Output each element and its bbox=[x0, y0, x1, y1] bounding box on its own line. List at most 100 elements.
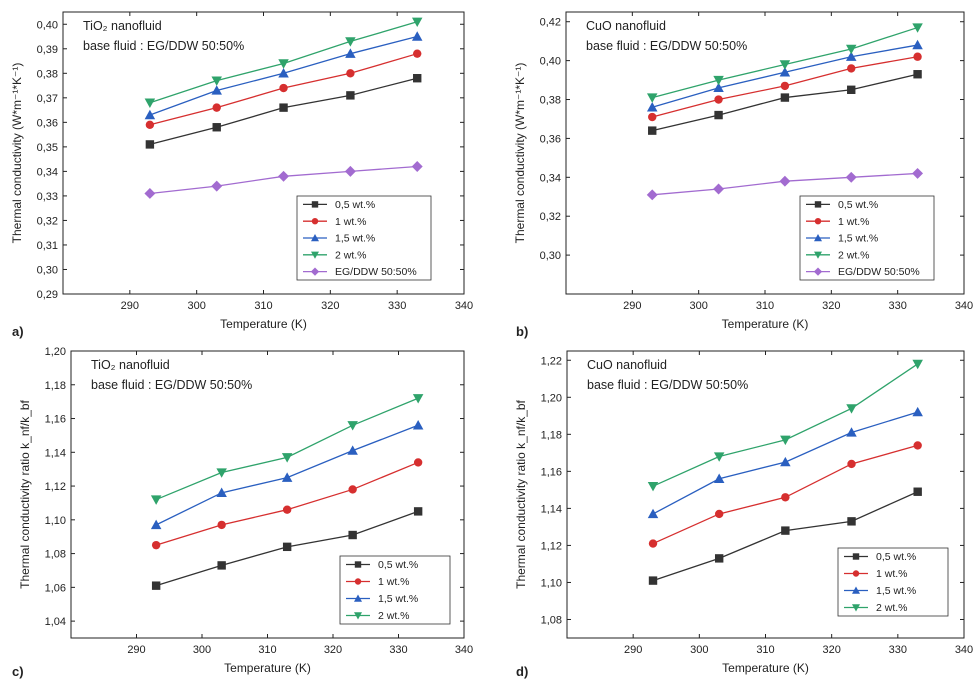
legend-marker bbox=[354, 578, 362, 585]
legend-marker bbox=[813, 267, 823, 276]
legend-label: 1 wt.% bbox=[876, 568, 908, 580]
y-tick-label: 0,36 bbox=[37, 117, 58, 129]
y-tick-label: 0,40 bbox=[37, 19, 58, 31]
y-tick-label: 0,32 bbox=[37, 215, 58, 227]
y-tick-label: 1,08 bbox=[541, 614, 562, 626]
panel-label: a) bbox=[12, 324, 24, 339]
legend-label: 2 wt.% bbox=[876, 602, 908, 614]
series-2 bbox=[646, 39, 923, 112]
data-point bbox=[411, 31, 423, 41]
data-point bbox=[413, 49, 422, 58]
y-tick-label: 1,10 bbox=[45, 515, 66, 527]
x-axis-title: Temperature (K) bbox=[220, 317, 307, 331]
y-tick-label: 0,34 bbox=[540, 172, 561, 184]
data-point bbox=[714, 554, 724, 563]
data-point bbox=[647, 508, 659, 519]
legend-label: 1,5 wt.% bbox=[838, 233, 878, 245]
legend-label: 2 wt.% bbox=[335, 249, 367, 261]
data-point bbox=[151, 540, 161, 550]
data-point bbox=[211, 76, 222, 86]
data-point bbox=[912, 359, 923, 370]
data-point bbox=[713, 82, 724, 93]
data-point bbox=[913, 70, 922, 79]
data-point bbox=[348, 485, 357, 494]
x-axis-title: Temperature (K) bbox=[722, 661, 809, 675]
data-point bbox=[151, 581, 161, 590]
annotation-line: base fluid : EG/DDW 50:50% bbox=[91, 378, 252, 392]
data-point bbox=[412, 420, 424, 430]
annotation-line: base fluid : EG/DDW 50:50% bbox=[587, 378, 748, 392]
data-point bbox=[779, 175, 791, 187]
data-point bbox=[845, 44, 857, 55]
data-point bbox=[347, 421, 358, 431]
y-tick-label: 1,12 bbox=[45, 481, 66, 493]
legend-label: 1 wt.% bbox=[335, 216, 367, 228]
data-point bbox=[150, 495, 162, 505]
data-point bbox=[913, 52, 922, 61]
data-point bbox=[779, 60, 791, 70]
annotation-line: CuO nanofluid bbox=[586, 19, 666, 33]
x-axis-title: Temperature (K) bbox=[224, 661, 311, 675]
data-point bbox=[346, 69, 355, 78]
data-point bbox=[847, 64, 856, 73]
x-tick-label: 340 bbox=[455, 644, 473, 656]
data-point bbox=[412, 394, 424, 404]
y-axis-title: Thermal conductivity ratio k_nf/k_bf bbox=[514, 399, 528, 588]
legend-marker bbox=[354, 561, 362, 568]
data-point bbox=[781, 526, 790, 535]
y-axis-title: Thermal conductivity (W*m⁻¹*K⁻¹) bbox=[10, 63, 24, 244]
annotation-line: base fluid : EG/DDW 50:50% bbox=[586, 39, 747, 53]
x-tick-label: 290 bbox=[127, 644, 145, 656]
x-tick-label: 300 bbox=[187, 300, 205, 312]
x-tick-label: 330 bbox=[888, 300, 906, 312]
data-point bbox=[145, 140, 155, 149]
legend-label: 2 wt.% bbox=[838, 249, 870, 261]
panel-label: c) bbox=[12, 664, 24, 679]
y-tick-label: 1,18 bbox=[541, 429, 562, 441]
data-point bbox=[845, 51, 857, 61]
data-point bbox=[346, 91, 355, 100]
y-tick-label: 1,12 bbox=[541, 540, 562, 552]
data-point bbox=[780, 456, 791, 467]
y-tick-label: 0,42 bbox=[540, 17, 561, 29]
data-point bbox=[279, 83, 288, 93]
legend-marker bbox=[311, 234, 319, 242]
legend-marker bbox=[311, 218, 319, 225]
legend-label: 1,5 wt.% bbox=[378, 593, 418, 605]
data-point bbox=[847, 517, 856, 526]
legend-marker bbox=[852, 586, 860, 594]
panel-label: b) bbox=[516, 324, 528, 339]
data-point bbox=[413, 458, 423, 467]
data-point bbox=[278, 59, 289, 69]
x-axis-title: Temperature (K) bbox=[722, 317, 809, 331]
series-1 bbox=[648, 52, 922, 122]
series-3 bbox=[144, 17, 423, 108]
legend-marker bbox=[311, 201, 319, 208]
data-point bbox=[847, 85, 856, 94]
legend-marker bbox=[814, 218, 822, 225]
legend-label: 0,5 wt.% bbox=[876, 551, 916, 563]
x-tick-label: 290 bbox=[121, 300, 139, 312]
data-point bbox=[846, 404, 857, 414]
data-point bbox=[278, 68, 289, 78]
legend-marker bbox=[814, 234, 822, 242]
data-point bbox=[713, 473, 725, 483]
legend-marker bbox=[354, 594, 362, 602]
y-tick-label: 0,40 bbox=[540, 56, 561, 68]
x-tick-label: 310 bbox=[756, 644, 774, 656]
legend: 0,5 wt.% 1 wt.% 1,5 wt.% 2 wt.% EG/DDW 50:50… bbox=[296, 195, 432, 281]
series-1 bbox=[648, 441, 922, 548]
data-point bbox=[411, 161, 423, 172]
legend-label: 0,5 wt.% bbox=[838, 199, 878, 211]
series-1 bbox=[151, 458, 423, 550]
data-point bbox=[781, 493, 790, 502]
x-tick-label: 320 bbox=[321, 300, 339, 312]
data-point bbox=[913, 487, 922, 496]
x-tick-label: 320 bbox=[324, 644, 342, 656]
y-axis-title: Thermal conductivity (W*m⁻¹*K⁻¹) bbox=[513, 63, 527, 244]
y-tick-label: 1,08 bbox=[45, 549, 66, 561]
legend-label: 1,5 wt.% bbox=[335, 233, 375, 245]
data-point bbox=[144, 188, 156, 199]
y-tick-label: 0,32 bbox=[540, 211, 561, 223]
data-point bbox=[212, 123, 221, 132]
